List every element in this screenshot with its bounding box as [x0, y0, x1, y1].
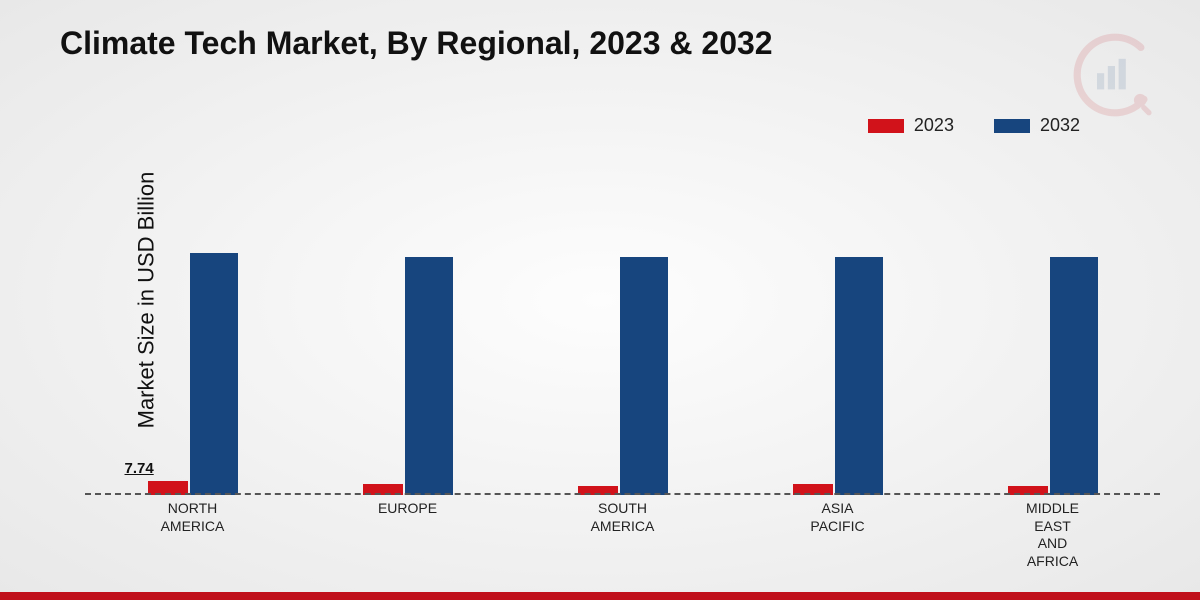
legend-item-2023: 2023 [868, 115, 954, 136]
baseline [85, 493, 1160, 495]
legend-swatch-2032 [994, 119, 1030, 133]
watermark-logo [1070, 30, 1160, 120]
legend-item-2032: 2032 [994, 115, 1080, 136]
category-label: MIDDLE EAST AND AFRICA [993, 500, 1113, 580]
plot-area: 7.74 [85, 160, 1160, 495]
bar-group [563, 257, 683, 495]
bar-2032 [835, 257, 883, 495]
footer-strip [0, 592, 1200, 600]
bar-groups: 7.74 [85, 160, 1160, 495]
legend: 2023 2032 [868, 115, 1080, 136]
bar-group [993, 257, 1113, 495]
category-label: ASIA PACIFIC [778, 500, 898, 580]
bar-2032 [1050, 257, 1098, 495]
bar-group: 7.74 [133, 253, 253, 495]
bar-group [778, 257, 898, 495]
bar-2032 [190, 253, 238, 495]
category-label: SOUTH AMERICA [563, 500, 683, 580]
bar-2032 [405, 257, 453, 495]
category-labels: NORTH AMERICA EUROPE SOUTH AMERICA ASIA PAC… [85, 500, 1160, 580]
chart-title: Climate Tech Market, By Regional, 2023 &… [60, 25, 773, 62]
legend-label-2032: 2032 [1040, 115, 1080, 136]
category-label: NORTH AMERICA [133, 500, 253, 580]
bar-2032 [620, 257, 668, 495]
category-label: EUROPE [348, 500, 468, 580]
bar-group [348, 257, 468, 495]
legend-swatch-2023 [868, 119, 904, 133]
chart-container: Climate Tech Market, By Regional, 2023 &… [0, 0, 1200, 600]
bar-value-label: 7.74 [125, 460, 154, 477]
legend-label-2023: 2023 [914, 115, 954, 136]
